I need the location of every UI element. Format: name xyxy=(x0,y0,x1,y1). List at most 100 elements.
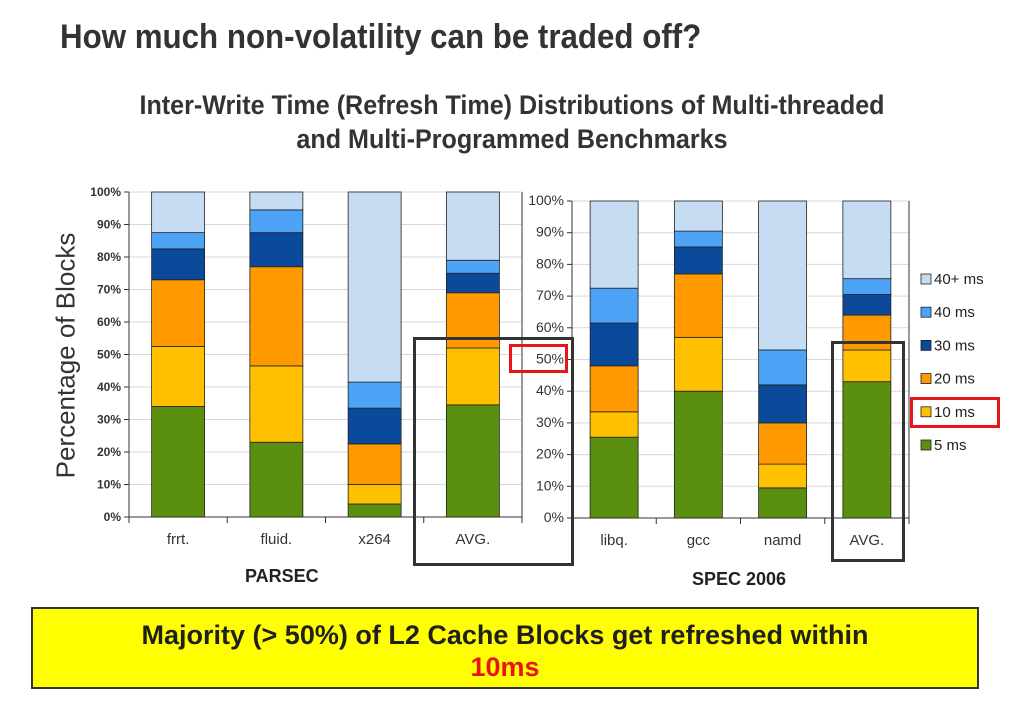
chart-2-y-tick-label: 100% xyxy=(528,192,564,208)
bar-segment-x264-30ms xyxy=(347,407,402,445)
chart-1-y-tick-label: 30% xyxy=(97,413,121,427)
chart-1-category-label: AVG. xyxy=(456,531,491,548)
legend-swatch-30ms xyxy=(920,339,932,351)
bar-segment-frrt-40ms xyxy=(151,232,206,250)
chart-2-y-tick-label: 30% xyxy=(536,414,564,430)
bar-segment-gcc-40ms xyxy=(673,230,723,248)
legend-swatch-40ms xyxy=(920,306,932,318)
bar-segment-gcc-5ms xyxy=(673,390,723,519)
bar-segment-libq-5ms xyxy=(589,436,639,519)
chart-1-y-tick-label: 20% xyxy=(97,445,121,459)
legend-swatch-40ms xyxy=(920,273,932,285)
bar-segment-frrt-30ms xyxy=(151,248,206,281)
bar-segment-namd-30ms xyxy=(758,384,808,424)
bar-segment-fluid-40ms xyxy=(249,191,304,211)
bar-segment-namd-20ms xyxy=(758,422,808,465)
bar-segment-frrt-20ms xyxy=(151,279,206,347)
bar-segment-frrt-10ms xyxy=(151,345,206,407)
chart-1-y-tick-label: 100% xyxy=(90,185,121,199)
bar-segment-libq-20ms xyxy=(589,365,639,413)
chart-2-y-tick-label: 50% xyxy=(536,351,564,367)
chart-1-y-tick-label: 70% xyxy=(97,283,121,297)
bar-segment-avg-30ms xyxy=(445,272,500,294)
chart-2-category-label: AVG. xyxy=(850,532,885,549)
subtitle-line-2: and Multi-Programmed Benchmarks xyxy=(296,124,728,154)
chart-2-y-tick-label: 60% xyxy=(536,319,564,335)
bar-segment-avg-40ms xyxy=(842,278,892,295)
charts-canvas: 0% 10% 20% 30% 40% 50% 60% 70% 80% 90% 100% frrt. fl… xyxy=(90,185,984,549)
chart-2-y-tick-label: 40% xyxy=(536,382,564,398)
bar-segment-fluid-10ms xyxy=(249,365,304,443)
chart-1-y-tick-label: 50% xyxy=(97,348,121,362)
legend-label-40ms: 40 ms xyxy=(934,304,975,321)
chart-2-group-label: SPEC 2006 xyxy=(692,569,787,589)
spec-avg-highlight xyxy=(831,341,905,562)
legend-label-5ms: 5 ms xyxy=(934,437,967,454)
chart-2-y-tick-label: 10% xyxy=(536,477,564,493)
chart-2-y-tick-label: 20% xyxy=(536,446,564,462)
bar-segment-x264-5ms xyxy=(347,503,402,518)
legend-label-20ms: 20 ms xyxy=(934,371,975,388)
chart-1-group-label: PARSEC xyxy=(245,566,319,586)
slide-subtitle: Inter-Write Time (Refresh Time) Distribu… xyxy=(0,88,1024,156)
chart-1-y-tick-label: 10% xyxy=(97,478,121,492)
bar-segment-avg-5ms xyxy=(842,381,892,519)
chart-1-category-label: frrt. xyxy=(167,531,190,548)
chart-2-y-tick-label: 90% xyxy=(536,224,564,240)
bar-segment-avg-10ms xyxy=(445,347,500,406)
bar-segment-avg-40ms xyxy=(842,200,892,280)
banner-text: Majority (> 50%) of L2 Cache Blocks get … xyxy=(141,620,869,650)
bar-segment-avg-10ms xyxy=(842,349,892,383)
legend-label-40ms: 40+ ms xyxy=(934,271,984,288)
chart-2-category-label: gcc xyxy=(687,532,711,549)
bar-segment-frrt-5ms xyxy=(151,406,206,518)
legend-swatch-5ms xyxy=(920,439,932,451)
bar-segment-gcc-20ms xyxy=(673,273,723,338)
bar-segment-libq-40ms xyxy=(589,200,639,289)
slide-title: How much non-volatility can be traded of… xyxy=(60,18,702,56)
banner-highlight: 10ms xyxy=(470,652,540,682)
legend-label-10ms: 10 ms xyxy=(934,404,975,421)
chart-1-category-label: x264 xyxy=(358,531,391,548)
bar-segment-avg-5ms xyxy=(445,404,500,518)
bar-segment-namd-40ms xyxy=(758,349,808,386)
bar-segment-avg-20ms xyxy=(842,314,892,351)
chart-2-y-tick-label: 70% xyxy=(536,287,564,303)
bar-segment-gcc-30ms xyxy=(673,246,723,275)
legend-swatch-20ms xyxy=(920,373,932,385)
chart-1-y-tick-label: 90% xyxy=(97,218,121,232)
bar-segment-x264-20ms xyxy=(347,443,402,485)
bar-segment-frrt-40ms xyxy=(151,191,206,234)
fifty-percent-highlight xyxy=(509,344,568,373)
parsec-avg-highlight xyxy=(413,337,574,566)
bar-segment-namd-5ms xyxy=(758,487,808,519)
conclusion-banner: Majority (> 50%) of L2 Cache Blocks get … xyxy=(31,607,979,689)
bar-segment-libq-10ms xyxy=(589,411,639,438)
ten-ms-legend-highlight xyxy=(910,397,1000,428)
chart-2-y-tick-label: 80% xyxy=(536,255,564,271)
chart-2-category-label: namd xyxy=(764,532,802,549)
bar-segment-avg-40ms xyxy=(445,191,500,261)
legend-label-30ms: 30 ms xyxy=(934,337,975,354)
bar-segment-avg-30ms xyxy=(842,294,892,316)
bar-segment-fluid-40ms xyxy=(249,209,304,234)
chart-1-y-tick-label: 60% xyxy=(97,315,121,329)
bar-segment-gcc-40ms xyxy=(673,200,723,232)
chart-2-y-tick-label: 0% xyxy=(544,509,564,525)
bar-segment-gcc-10ms xyxy=(673,336,723,392)
bar-segment-avg-40ms xyxy=(445,259,500,274)
subtitle-line-1: Inter-Write Time (Refresh Time) Distribu… xyxy=(139,90,885,120)
chart-1-y-tick-label: 80% xyxy=(97,250,121,264)
bar-segment-x264-40ms xyxy=(347,191,402,383)
bar-segment-libq-40ms xyxy=(589,287,639,324)
chart-1-y-tick-label: 40% xyxy=(97,380,121,394)
chart-2-category-label: libq. xyxy=(600,532,628,549)
bar-segment-x264-40ms xyxy=(347,381,402,409)
bar-segment-namd-40ms xyxy=(758,200,808,351)
bar-segment-fluid-30ms xyxy=(249,232,304,268)
chart-1-y-tick-label: 0% xyxy=(104,510,122,524)
bar-segment-fluid-5ms xyxy=(249,441,304,518)
bar-segment-libq-30ms xyxy=(589,322,639,367)
bar-segment-fluid-20ms xyxy=(249,266,304,367)
chart-1-category-label: fluid. xyxy=(261,531,293,548)
